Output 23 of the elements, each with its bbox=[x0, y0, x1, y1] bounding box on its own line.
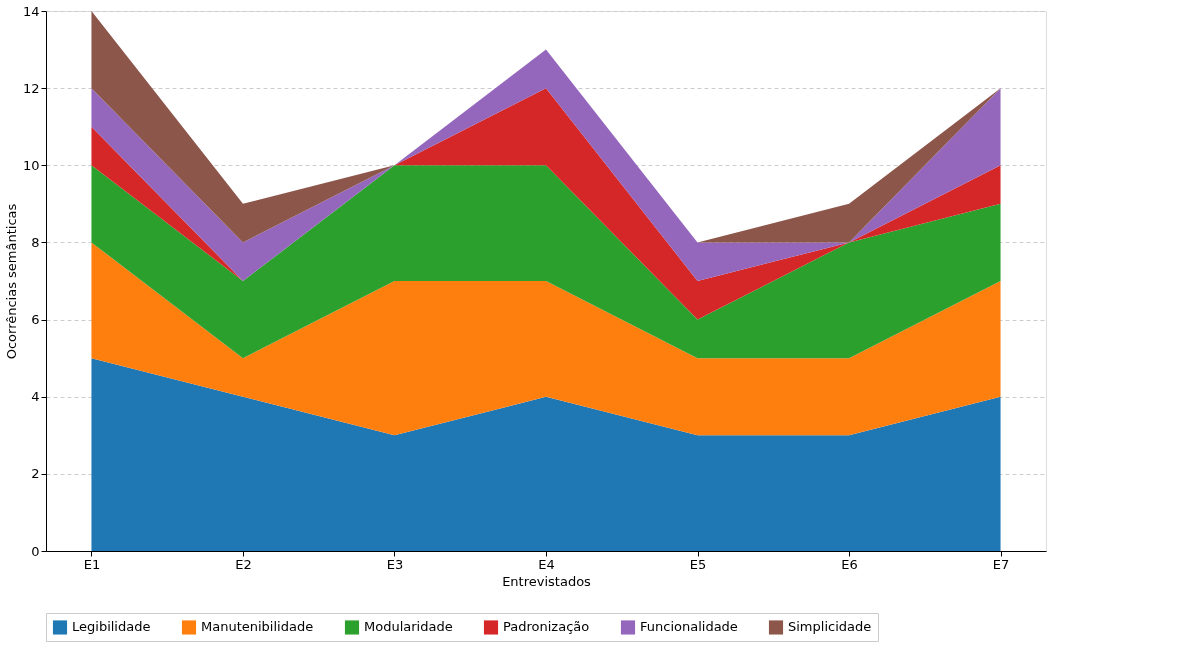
x-tick-label: E4 bbox=[538, 556, 555, 572]
x-tick-label: E1 bbox=[83, 556, 101, 572]
y-axis-title: Ocorrências semânticas bbox=[3, 203, 19, 360]
y-tick-label: 8 bbox=[31, 234, 40, 250]
legend-label: Funcionalidade bbox=[640, 619, 738, 635]
x-tick-label: E3 bbox=[386, 556, 404, 572]
x-tick-label: E6 bbox=[841, 556, 858, 572]
y-tick-label: 0 bbox=[31, 543, 40, 559]
x-tick-label: E7 bbox=[992, 556, 1010, 572]
y-tick-label: 14 bbox=[22, 3, 40, 19]
legend-label: Manutenibilidade bbox=[201, 619, 314, 635]
x-axis-title: Entrevistados bbox=[502, 573, 592, 589]
y-tick-label: 4 bbox=[31, 389, 40, 405]
legend-label: Modularidade bbox=[364, 619, 453, 635]
y-tick-label: 2 bbox=[31, 466, 40, 482]
x-tick-label: E5 bbox=[689, 556, 707, 572]
y-tick-label: 10 bbox=[22, 157, 40, 173]
x-tick-label: E2 bbox=[235, 556, 252, 572]
legend-label: Simplicidade bbox=[788, 619, 872, 635]
legend-label: Legibilidade bbox=[72, 619, 151, 635]
y-tick-label: 12 bbox=[22, 80, 40, 96]
y-tick-label: 6 bbox=[31, 312, 40, 328]
legend-label: Padronização bbox=[503, 619, 590, 635]
